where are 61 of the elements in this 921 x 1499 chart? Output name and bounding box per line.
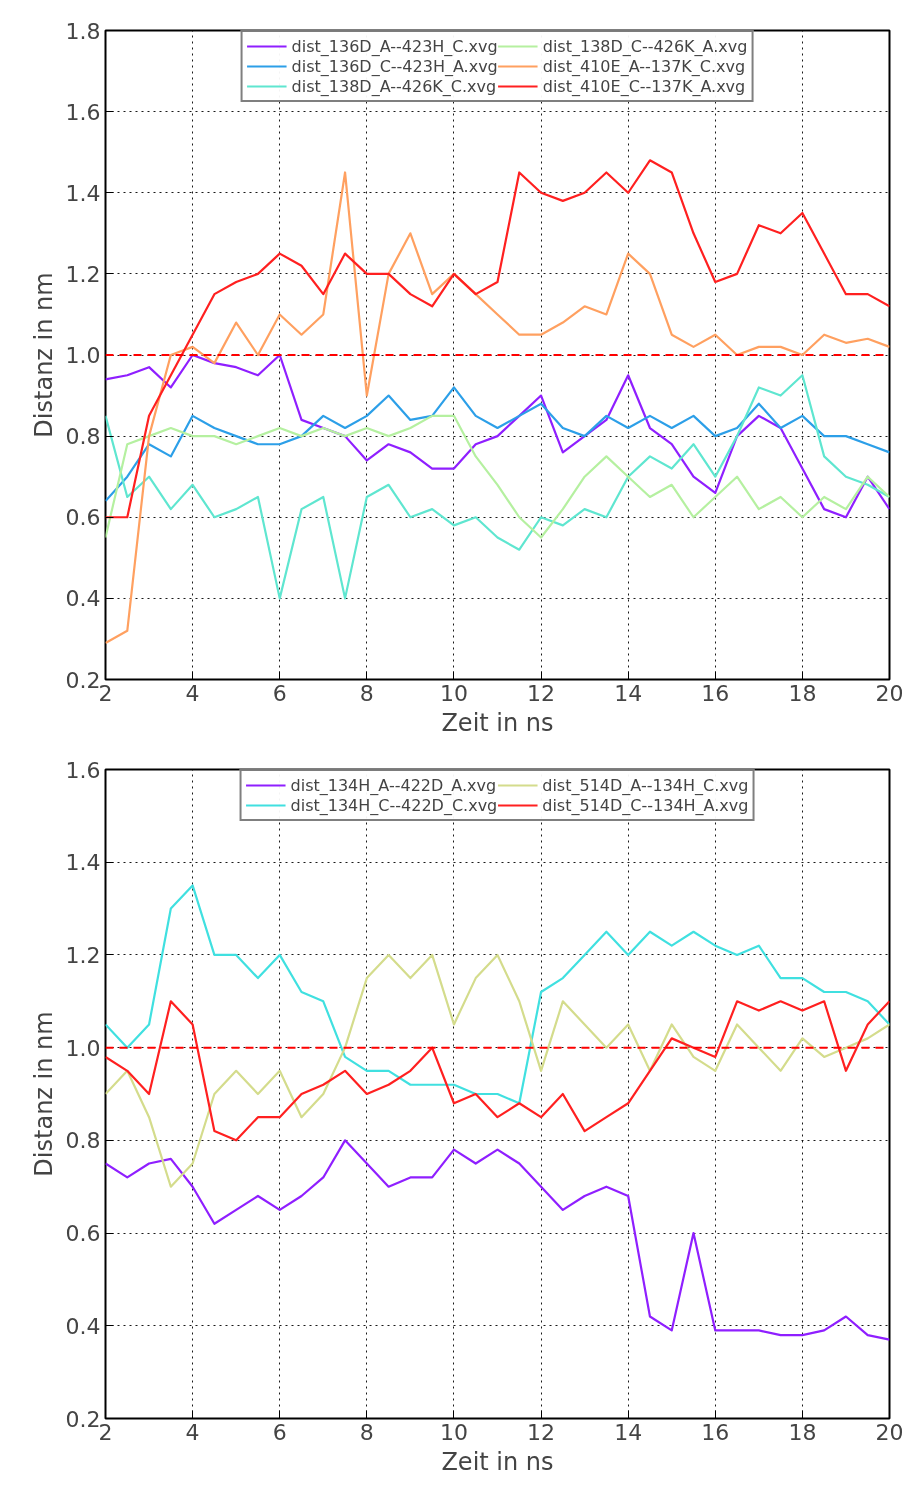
legend-label: dist_134H_C--422D_C.xvg xyxy=(290,795,498,815)
legend-label: dist_138D_C--426K_A.xvg xyxy=(542,36,748,56)
x-tick-label: 18 xyxy=(788,680,817,706)
x-tick-label: 8 xyxy=(359,1419,374,1445)
y-tick-label: 0.6 xyxy=(65,505,101,531)
line-series xyxy=(105,374,890,600)
y-tick-label: 1.2 xyxy=(65,942,101,968)
x-tick-label: 16 xyxy=(701,680,730,706)
y-tick-label: 0.4 xyxy=(65,586,101,612)
legend-label: dist_136D_A--423H_C.xvg xyxy=(291,36,498,56)
y-axis-title: Distanz in nm xyxy=(29,272,58,438)
y-tick-label: 0.2 xyxy=(65,1406,101,1432)
legend-label: dist_514D_A--134H_C.xvg xyxy=(542,775,749,795)
line-series xyxy=(105,884,890,1105)
x-tick-label: 18 xyxy=(788,1419,817,1445)
y-tick-label: 1.6 xyxy=(65,99,101,125)
x-tick-label: 12 xyxy=(527,1419,556,1445)
y-tick-label: 1.2 xyxy=(65,261,101,287)
x-tick-label: 8 xyxy=(359,680,374,706)
x-tick-label: 4 xyxy=(185,680,200,706)
y-tick-label: 0.6 xyxy=(65,1221,101,1247)
y-axis-title: Distanz in nm xyxy=(29,1011,58,1177)
y-tick-label: 0.4 xyxy=(65,1313,101,1339)
legend-label: dist_134H_A--422D_A.xvg xyxy=(290,775,497,795)
x-tick-label: 2 xyxy=(98,1419,113,1445)
line-series xyxy=(105,353,890,519)
x-tick-label: 6 xyxy=(272,1419,287,1445)
line-series xyxy=(105,159,890,519)
x-tick-label: 10 xyxy=(439,1419,468,1445)
legend-label: dist_410E_A--137K_C.xvg xyxy=(542,56,746,76)
y-tick-label: 1.4 xyxy=(65,850,101,876)
y-tick-label: 1.4 xyxy=(65,180,101,206)
x-tick-label: 12 xyxy=(527,680,556,706)
x-tick-label: 20 xyxy=(875,1419,904,1445)
legend-label: dist_410E_C--137K_A.xvg xyxy=(542,76,746,96)
y-tick-label: 0.8 xyxy=(65,1128,101,1154)
y-tick-label: 1.8 xyxy=(65,18,101,44)
line-series xyxy=(105,414,890,539)
x-tick-label: 20 xyxy=(875,680,904,706)
x-tick-label: 4 xyxy=(185,1419,200,1445)
y-tick-label: 1.0 xyxy=(65,343,101,368)
legend-label: dist_138D_A--426K_C.xvg xyxy=(291,76,497,96)
y-tick-label: 1.0 xyxy=(65,1035,101,1061)
x-tick-label: 6 xyxy=(272,680,287,706)
line-series xyxy=(105,1000,890,1142)
x-axis-title: Zeit in ns xyxy=(441,708,554,737)
x-tick-label: 14 xyxy=(614,680,643,706)
x-tick-label: 2 xyxy=(98,680,113,706)
y-tick-label: 0.2 xyxy=(65,667,101,693)
legend-label: dist_136D_C--423H_A.xvg xyxy=(291,56,498,76)
line-series xyxy=(105,386,890,503)
y-tick-label: 0.8 xyxy=(65,424,101,450)
x-tick-label: 16 xyxy=(701,1419,730,1445)
x-tick-label: 10 xyxy=(439,680,468,706)
line-series xyxy=(105,171,890,645)
x-axis-title: Zeit in ns xyxy=(441,1447,554,1476)
line-series xyxy=(105,953,890,1188)
y-tick-label: 1.6 xyxy=(65,757,101,783)
x-tick-label: 14 xyxy=(614,1419,643,1445)
legend-label: dist_514D_C--134H_A.xvg xyxy=(542,795,749,815)
line-series xyxy=(105,1139,890,1341)
